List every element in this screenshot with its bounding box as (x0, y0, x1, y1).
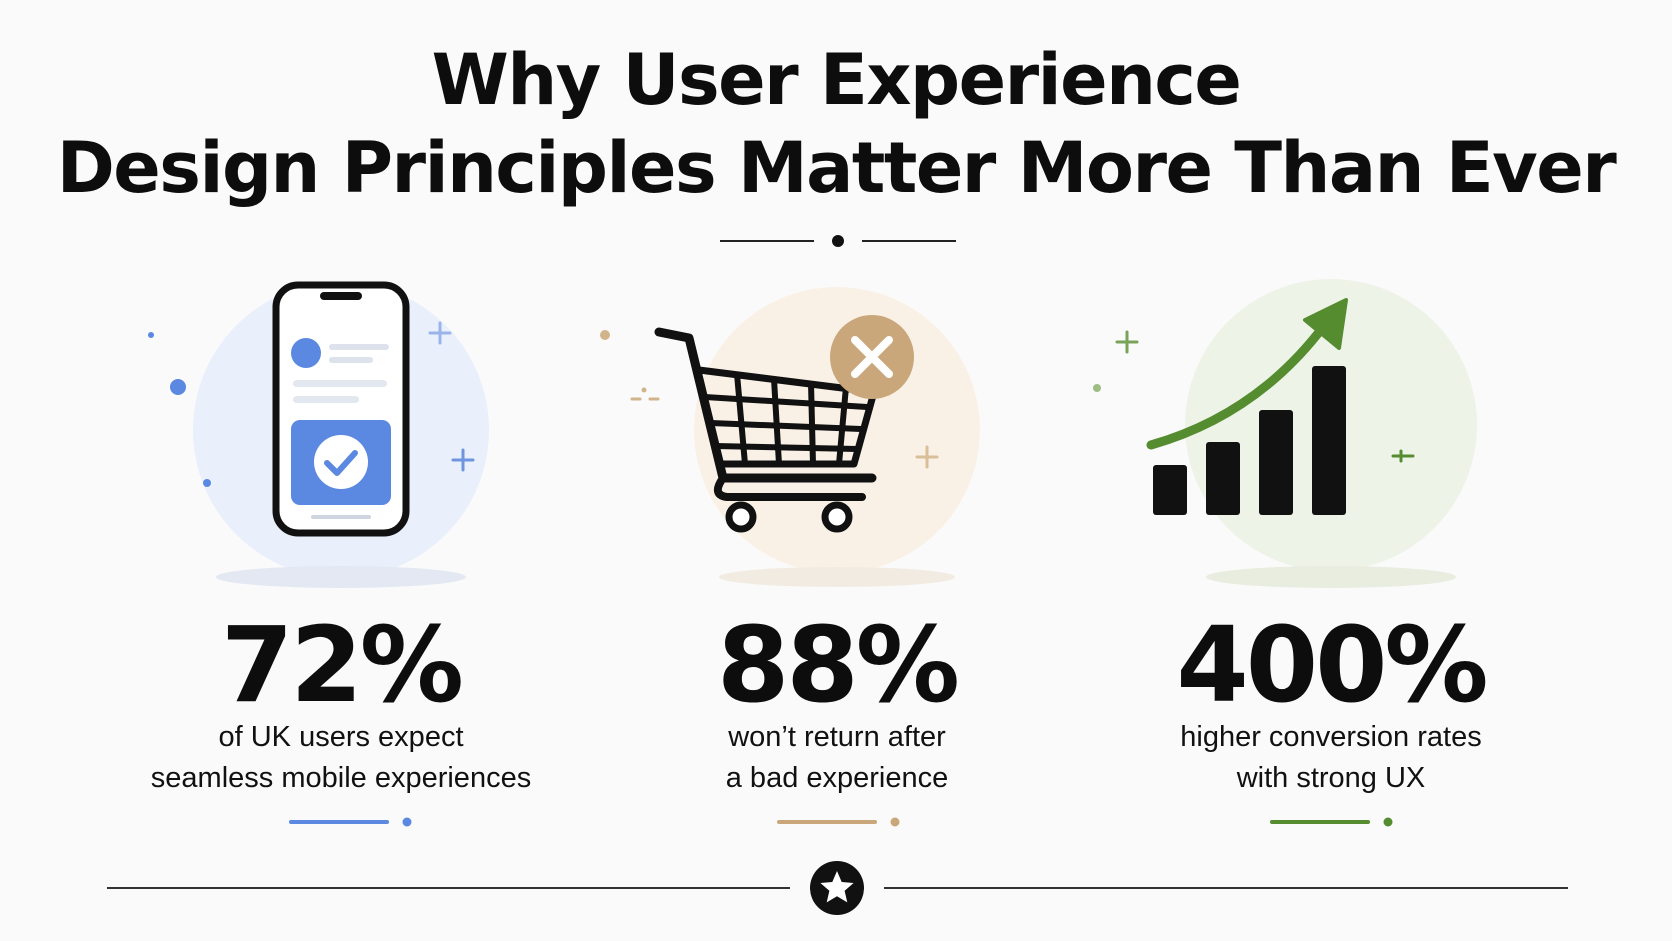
page-title: Why User Experience Design Principles Ma… (0, 36, 1672, 212)
stat-card-mobile: 72% of UK users expect seamless mobile e… (91, 265, 591, 865)
shopping-cart-x-icon (600, 287, 980, 587)
star-icon (810, 861, 864, 915)
stat-description: higher conversion rates with strong UX (1081, 717, 1581, 799)
accent-divider (289, 817, 412, 827)
stat-description-line-1: of UK users expect (218, 721, 464, 753)
stat-value: 88% (717, 604, 960, 726)
stat-description-line-2: a bad experience (725, 762, 949, 794)
growth-bar-chart-icon (1093, 279, 1477, 588)
stat-card-retention: 88% won’t return after a bad experience (587, 265, 1087, 865)
stat-description-line-1: won’t return after (728, 721, 946, 753)
stat-value: 400% (1176, 604, 1488, 726)
stat-description: won’t return after a bad experience (587, 717, 1087, 799)
title-line-2: Design Principles Matter More Than Ever (56, 127, 1617, 209)
bottom-divider (107, 861, 1568, 915)
stat-description-line-2: with strong UX (1236, 762, 1426, 794)
accent-divider (777, 817, 900, 827)
smartphone-checkmark-icon (148, 281, 489, 588)
title-divider (720, 235, 956, 247)
title-line-1: Why User Experience (431, 39, 1242, 121)
stat-description-line-1: higher conversion rates (1180, 721, 1482, 753)
stat-value: 72% (221, 604, 464, 726)
stat-card-conversion: 400% higher conversion rates with strong… (1081, 265, 1581, 865)
stat-description: of UK users expect seamless mobile exper… (91, 717, 591, 799)
accent-divider (1270, 817, 1393, 827)
stat-description-line-2: seamless mobile experiences (150, 762, 532, 794)
